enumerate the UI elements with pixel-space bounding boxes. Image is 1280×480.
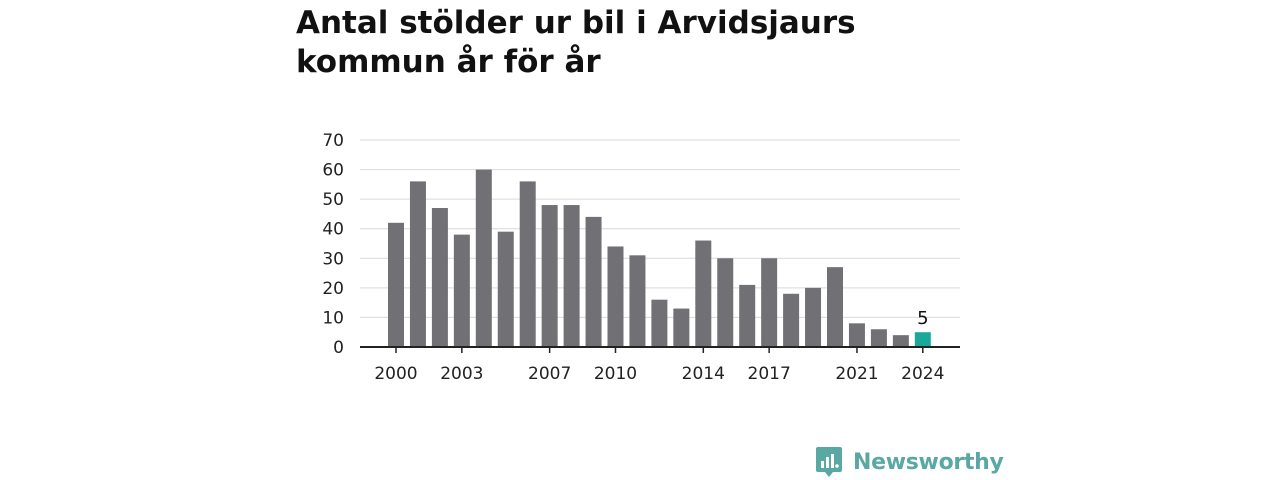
bar-2005: [497, 231, 514, 347]
bar-2021: [848, 323, 865, 347]
bar-2024: [914, 332, 931, 347]
bar-2010: [607, 246, 624, 347]
newsworthy-logo: Newsworthy: [815, 446, 1004, 478]
x-axis-ticks: 2000 2003 2007 2010 2014 2017 2021 2024: [374, 347, 944, 384]
bar-2003: [453, 234, 470, 347]
bar-2023: [892, 335, 909, 347]
highlight-data-label: 5: [917, 308, 928, 329]
x-tick-label: 2003: [440, 364, 483, 384]
x-tick-label: 2014: [682, 364, 725, 384]
bar-2007: [541, 205, 558, 347]
bar-2001: [409, 181, 426, 347]
x-tick-label: 2021: [835, 364, 878, 384]
y-tick-label: 20: [322, 279, 344, 299]
bar-2014: [695, 240, 712, 347]
bar-2011: [629, 255, 646, 347]
bar-2004: [475, 169, 492, 347]
x-tick-label: 2010: [594, 364, 637, 384]
y-tick-label: 40: [322, 220, 344, 240]
bar-2018: [783, 293, 800, 347]
bar-2019: [805, 287, 822, 347]
y-tick-label: 50: [322, 190, 344, 210]
bars: [388, 169, 931, 347]
x-tick-label: 2000: [374, 364, 417, 384]
bar-2002: [431, 208, 448, 347]
y-tick-label: 0: [333, 338, 344, 358]
gridlines: [360, 139, 960, 318]
x-tick-label: 2017: [748, 364, 791, 384]
bar-2008: [563, 205, 580, 347]
bar-2016: [739, 284, 756, 347]
x-tick-label: 2007: [528, 364, 571, 384]
bar-2022: [870, 329, 887, 347]
y-tick-label: 60: [322, 161, 344, 181]
bar-2013: [673, 308, 690, 347]
annotations: 5: [917, 308, 928, 329]
bar-2006: [519, 181, 536, 347]
chart-title: Antal stölder ur bil i Arvidsjaurs kommu…: [296, 5, 856, 80]
y-axis-tick-labels: 0 10 20 30 40 50 60 70: [322, 131, 344, 358]
x-tick-label: 2024: [901, 364, 944, 384]
newsworthy-logo-text: Newsworthy: [853, 449, 1004, 475]
bar-2009: [585, 216, 602, 347]
bar-2020: [827, 267, 843, 347]
y-tick-label: 70: [322, 131, 344, 151]
newsworthy-logo-icon: [816, 447, 842, 477]
bar-2015: [717, 258, 734, 347]
y-tick-label: 30: [322, 249, 344, 269]
bar-2012: [651, 299, 668, 347]
y-tick-label: 10: [322, 308, 344, 328]
bar-2017: [761, 258, 778, 347]
bar-2000: [388, 222, 404, 347]
